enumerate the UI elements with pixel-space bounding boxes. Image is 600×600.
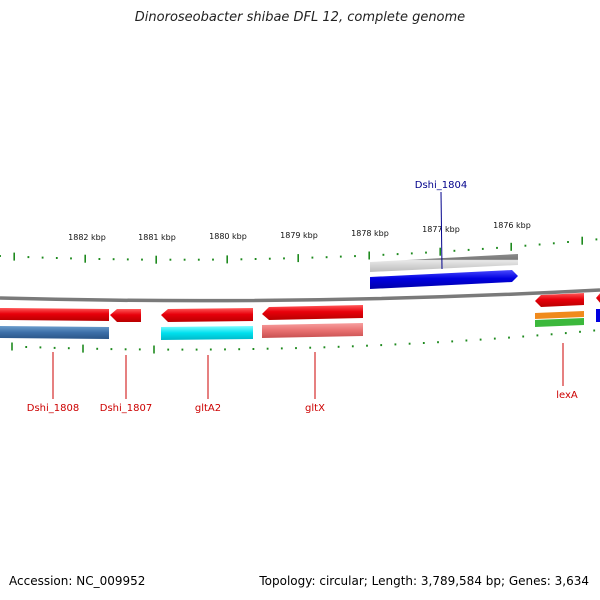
gene-gltx[interactable]	[262, 305, 363, 320]
gene-label-gltx: gltX	[305, 403, 325, 414]
gene-label-lexa: lexA	[556, 390, 578, 401]
kbp-label: 1879 kbp	[280, 231, 318, 240]
genome-title: Dinoroseobacter shibae DFL 12, complete …	[134, 10, 466, 25]
gene-glta2-feature[interactable]	[161, 326, 253, 340]
gene-label-glta2: gltA2	[195, 403, 221, 414]
scale-ticks	[0, 236, 598, 354]
gene-dshi-1808[interactable]	[0, 308, 109, 321]
gene-dshi-1808-feature[interactable]	[0, 326, 109, 339]
gene-label-dshi-1807: Dshi_1807	[100, 403, 152, 414]
gene-dshi-1804-feature[interactable]	[370, 254, 518, 272]
gene-partial-blue[interactable]	[596, 309, 600, 322]
gene-dshi-1804[interactable]	[370, 270, 518, 289]
kbp-label: 1878 kbp	[351, 229, 389, 238]
kbp-label: 1882 kbp	[68, 233, 106, 242]
gene-lexa-feature-green[interactable]	[535, 318, 584, 327]
gene-lexa[interactable]	[535, 293, 584, 307]
kbp-label: 1881 kbp	[138, 233, 176, 242]
gene-lexa-feature-orange[interactable]	[535, 311, 584, 319]
label-leader	[440, 191, 443, 270]
accession-text: Accession: NC_009952	[9, 574, 146, 588]
kbp-label: 1876 kbp	[493, 221, 531, 230]
kbp-label: 1880 kbp	[209, 232, 247, 241]
genome-backbone	[0, 288, 600, 303]
gene-label-dshi-1804: Dshi_1804	[415, 180, 467, 191]
gene-glta2[interactable]	[161, 308, 253, 322]
gene-gltx-feature[interactable]	[262, 323, 363, 338]
genome-summary-text: Topology: circular; Length: 3,789,584 bp…	[259, 574, 589, 588]
gene-partial-red[interactable]	[596, 292, 600, 304]
gene-label-dshi-1808: Dshi_1808	[27, 403, 79, 414]
gene-dshi-1807[interactable]	[110, 309, 141, 322]
